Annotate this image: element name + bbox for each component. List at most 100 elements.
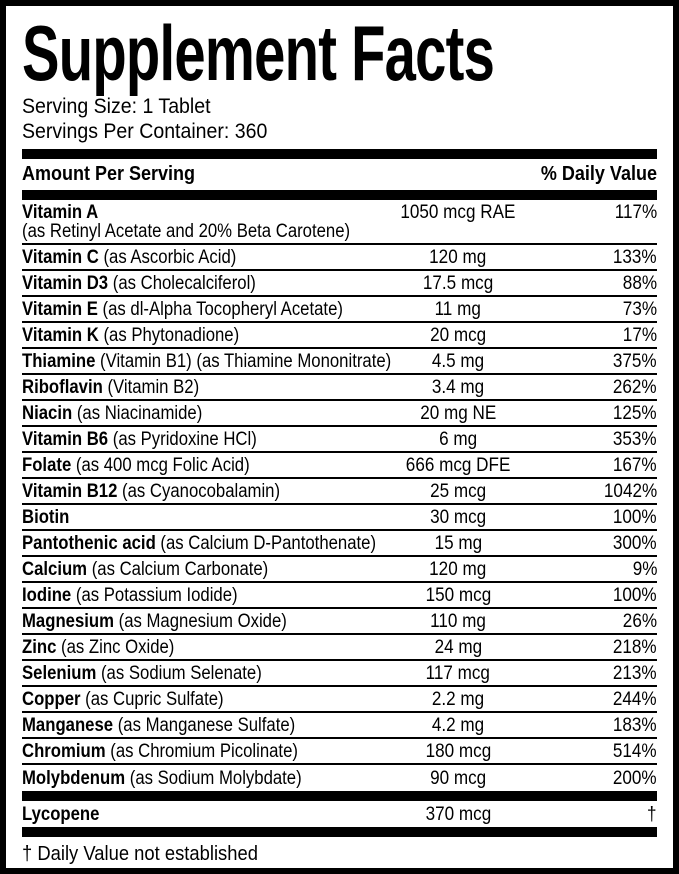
footnote-text: † Daily Value not established	[22, 843, 258, 865]
nutrient-amount: 3.4 mg	[431, 377, 485, 398]
nutrient-daily-value-cell: 1042%	[553, 482, 657, 501]
nutrient-name-cell: Lycopene	[22, 805, 363, 824]
nutrient-daily-value: 200%	[613, 768, 657, 789]
nutrient-daily-value: 244%	[613, 689, 657, 710]
nutrient-amount: 90 mcg	[429, 768, 487, 789]
nutrient-amount-cell: 4.5 mg	[363, 352, 553, 371]
nutrient-name-cell: Selenium (as Sodium Selenate)	[22, 664, 363, 683]
nutrient-form: (as Zinc Oxide)	[56, 637, 175, 658]
nutrient-daily-value-cell: 244%	[553, 690, 657, 709]
nutrient-name-cell: Iodine (as Potassium Iodide)	[22, 586, 363, 605]
nutrient-daily-value: 300%	[613, 533, 657, 554]
nutrient-daily-value: 262%	[613, 377, 657, 398]
nutrient-daily-value-cell: 26%	[553, 612, 657, 631]
nutrient-amount: 15 mg	[434, 533, 482, 554]
servings-per-container-line: Servings Per Container: 360	[22, 119, 657, 144]
nutrient-amount-cell: 24 mg	[363, 638, 553, 657]
nutrient-row: Selenium (as Sodium Selenate) 117 mcg 21…	[22, 661, 657, 687]
nutrient-form: (Vitamin B1) (as Thiamine Mononitrate)	[95, 351, 392, 372]
nutrient-row: Pantothenic acid (as Calcium D-Pantothen…	[22, 531, 657, 557]
nutrient-daily-value: 183%	[613, 715, 657, 736]
nutrient-amount-cell: 370 mcg	[363, 805, 553, 824]
nutrient-name: Zinc	[22, 637, 57, 658]
nutrient-row: Vitamin K (as Phytonadione) 20 mcg 17%	[22, 323, 657, 349]
nutrient-form: (as Cupric Sulfate)	[80, 689, 224, 710]
nutrient-form: (as Ascorbic Acid)	[98, 247, 237, 268]
nutrient-row: Chromium (as Chromium Picolinate) 180 mc…	[22, 739, 657, 765]
nutrient-amount: 25 mcg	[429, 481, 487, 502]
nutrient-daily-value: 88%	[622, 273, 657, 294]
nutrient-name: Biotin	[22, 507, 70, 528]
nutrient-amount: 4.2 mg	[431, 715, 485, 736]
nutrient-daily-value: 100%	[613, 507, 657, 528]
nutrient-name-cell: Vitamin E (as dl-Alpha Tocopheryl Acetat…	[22, 300, 363, 319]
nutrient-daily-value-cell: 125%	[553, 404, 657, 423]
nutrient-row: Niacin (as Niacinamide) 20 mg NE 125%	[22, 401, 657, 427]
nutrient-daily-value: 167%	[613, 455, 657, 476]
nutrient-amount: 30 mcg	[429, 507, 487, 528]
nutrient-name-cell: Vitamin B6 (as Pyridoxine HCl)	[22, 430, 363, 449]
nutrient-daily-value-cell: 17%	[553, 326, 657, 345]
nutrient-row: Copper (as Cupric Sulfate) 2.2 mg 244%	[22, 687, 657, 713]
nutrient-name-cell: Vitamin K (as Phytonadione)	[22, 326, 363, 345]
nutrient-name-cell: Riboflavin (Vitamin B2)	[22, 378, 363, 397]
nutrient-name-cell: Copper (as Cupric Sulfate)	[22, 690, 363, 709]
nutrient-daily-value: 26%	[622, 611, 657, 632]
nutrient-amount-cell: 2.2 mg	[363, 690, 553, 709]
nutrient-daily-value: 9%	[632, 559, 657, 580]
nutrient-name-cell: Vitamin B12 (as Cyanocobalamin)	[22, 482, 363, 501]
nutrient-daily-value: 514%	[613, 741, 657, 762]
nutrient-form: (as Calcium Carbonate)	[87, 559, 269, 580]
nutrient-amount: 2.2 mg	[431, 689, 485, 710]
nutrient-form: (as Calcium D-Pantothenate)	[155, 533, 377, 554]
nutrient-daily-value: 1042%	[603, 481, 657, 502]
nutrient-form: (as Niacinamide)	[72, 403, 203, 424]
nutrient-name: Vitamin K	[22, 325, 99, 346]
nutrient-amount: 11 mg	[434, 299, 482, 320]
nutrient-row: Iodine (as Potassium Iodide) 150 mcg 100…	[22, 583, 657, 609]
nutrient-name-cell: Folate (as 400 mcg Folic Acid)	[22, 456, 363, 475]
nutrient-daily-value: 213%	[613, 663, 657, 684]
nutrient-form: (as Sodium Molybdate)	[125, 768, 302, 789]
nutrient-name: Folate	[22, 455, 72, 476]
nutrient-name: Selenium	[22, 663, 97, 684]
nutrient-amount: 120 mg	[429, 559, 487, 580]
nutrient-form: (as Magnesium Oxide)	[113, 611, 287, 632]
nutrient-name: Magnesium	[22, 611, 114, 632]
nutrient-amount-cell: 120 mg	[363, 248, 553, 267]
nutrient-name-cell: Manganese (as Manganese Sulfate)	[22, 716, 363, 735]
nutrient-daily-value-cell: 514%	[553, 742, 657, 761]
nutrient-name: Vitamin E	[22, 299, 98, 320]
nutrient-name: Vitamin C	[22, 247, 99, 268]
nutrient-daily-value: 17%	[622, 325, 657, 346]
nutrient-row: Manganese (as Manganese Sulfate) 4.2 mg …	[22, 713, 657, 739]
nutrient-name: Chromium	[22, 741, 106, 762]
nutrient-form: (as Phytonadione)	[98, 325, 240, 346]
nutrient-row: Molybdenum (as Sodium Molybdate) 90 mcg …	[22, 765, 657, 791]
nutrient-amount-cell: 30 mcg	[363, 508, 553, 527]
nutrient-daily-value-cell: 213%	[553, 664, 657, 683]
nutrient-row: Vitamin A (as Retinyl Acetate and 20% Be…	[22, 200, 657, 245]
nutrient-daily-value-cell: 200%	[553, 769, 657, 788]
nutrient-name-cell: Vitamin C (as Ascorbic Acid)	[22, 248, 363, 267]
nutrient-row: Biotin 30 mcg 100%	[22, 505, 657, 531]
divider-thick-bar	[22, 149, 657, 159]
nutrient-amount-cell: 20 mg NE	[363, 404, 553, 423]
nutrient-name: Lycopene	[22, 804, 100, 825]
nutrient-row: Riboflavin (Vitamin B2) 3.4 mg 262%	[22, 375, 657, 401]
nutrient-form: (as Sodium Selenate)	[96, 663, 262, 684]
nutrient-daily-value: 125%	[613, 403, 657, 424]
nutrient-amount-cell: 4.2 mg	[363, 716, 553, 735]
nutrient-amount-cell: 150 mcg	[363, 586, 553, 605]
nutrient-row: Vitamin C (as Ascorbic Acid) 120 mg 133%	[22, 245, 657, 271]
nutrient-amount: 110 mg	[430, 611, 486, 632]
nutrient-table: Vitamin A (as Retinyl Acetate and 20% Be…	[22, 200, 657, 791]
nutrient-daily-value: 117%	[614, 202, 657, 223]
nutrient-daily-value-cell: 100%	[553, 586, 657, 605]
nutrient-daily-value-cell: 133%	[553, 248, 657, 267]
nutrient-daily-value-cell: 73%	[553, 300, 657, 319]
servings-per-container-text: Servings Per Container: 360	[22, 120, 268, 143]
nutrient-amount-cell: 6 mg	[363, 430, 553, 449]
nutrient-name: Riboflavin	[22, 377, 103, 398]
